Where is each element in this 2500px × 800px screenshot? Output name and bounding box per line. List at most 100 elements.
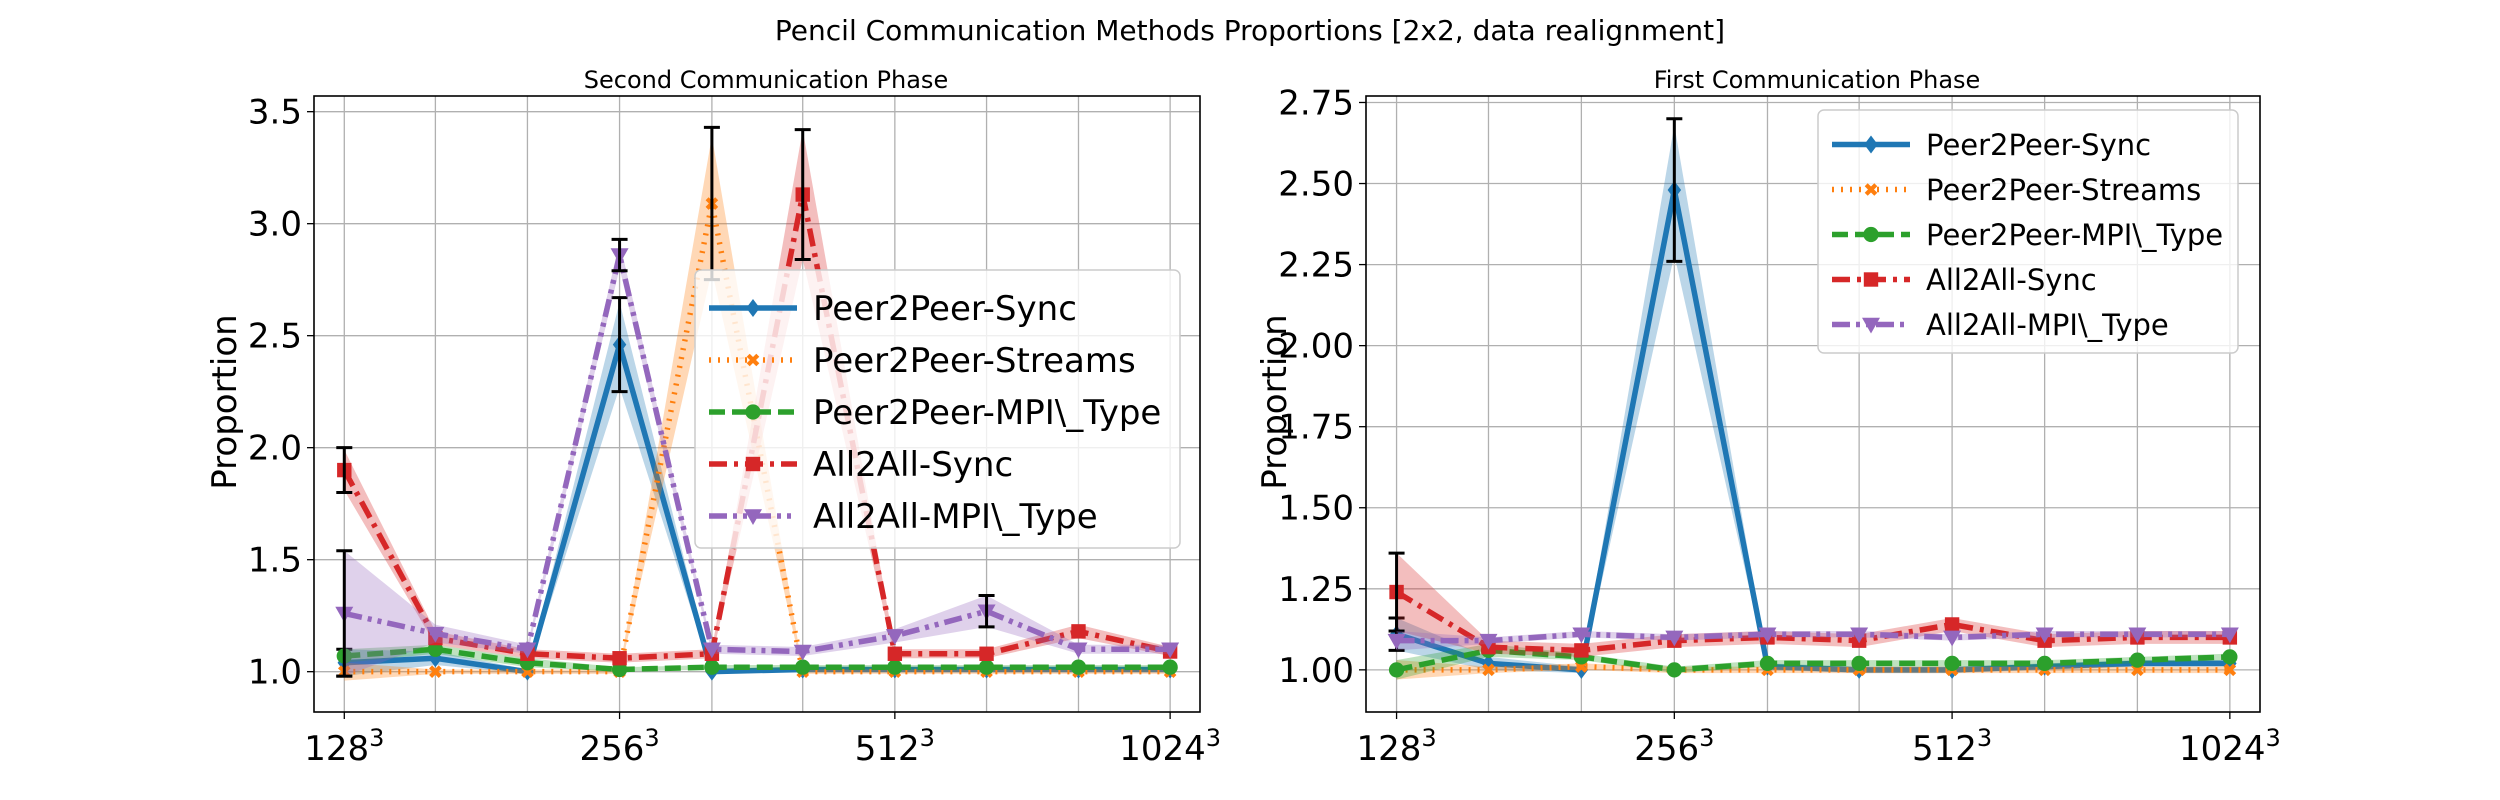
x-tick-label: 5123: [855, 724, 935, 769]
series-line: [1395, 647, 2230, 673]
legend-marker: [745, 404, 761, 420]
data-point: [795, 659, 811, 675]
legend-label: All2All-MPI\_Type: [1926, 308, 2169, 342]
chart-second-phase: Second Communication Phase Proportion 1.…: [205, 66, 1221, 769]
data-point: [427, 641, 444, 657]
chart-title: Second Communication Phase: [584, 66, 948, 94]
data-point: [1574, 643, 1589, 658]
series-line: [1395, 187, 2230, 673]
legend-label: Peer2Peer-MPI\_Type: [1926, 218, 2223, 252]
legend-marker: [746, 353, 760, 367]
data-point: [2220, 627, 2239, 644]
legend-box: [1817, 109, 2239, 354]
series-all2all-mpi-type: [1387, 627, 2239, 651]
data-point: [1069, 642, 1088, 659]
series-line: [1395, 589, 2230, 654]
data-point: [426, 626, 445, 643]
legend-label: Peer2Peer-Sync: [1926, 128, 2151, 162]
data-point: [1758, 627, 1777, 644]
data-point: [1071, 624, 1086, 639]
legend-item-all2all-sync: All2All-Sync: [1832, 263, 2097, 297]
figure-title: Pencil Communication Methods Proportions…: [775, 14, 1725, 47]
data-point: [2129, 652, 2146, 668]
legend-marker: [745, 456, 761, 472]
legend-item-peer2peer-mpi-type: Peer2Peer-MPI\_Type: [1832, 218, 2223, 252]
x-tick-exponent: 3: [1977, 724, 1992, 752]
y-axis-label: Proportion: [1255, 314, 1295, 489]
y-tick-label: 1.0: [248, 653, 302, 693]
data-point: [612, 651, 627, 666]
legend: Peer2Peer-Sync Peer2Peer-Streams Peer2Peer…: [1817, 109, 2239, 354]
data-point: [1944, 617, 1960, 632]
legend-box: [694, 269, 1181, 549]
data-point: [1479, 633, 1498, 650]
data-point: [885, 629, 904, 645]
chart-first-phase: First Communication Phase Proportion 1.0…: [1255, 66, 2281, 769]
data-point: [793, 644, 812, 661]
legend-label: Peer2Peer-MPI\_Type: [813, 393, 1161, 433]
series-line: [1396, 631, 2230, 644]
x-tick-label: 2563: [579, 724, 659, 769]
legend-label: All2All-MPI\_Type: [813, 497, 1098, 537]
y-tick-label: 2.50: [1278, 165, 1354, 205]
series-line: [344, 646, 1171, 673]
data-point: [2128, 627, 2147, 644]
legend-item-peer2peer-mpi-type: Peer2Peer-MPI\_Type: [709, 393, 1161, 433]
data-point: [704, 659, 720, 675]
data-point: [1572, 627, 1591, 644]
x-tick-exponent: 3: [644, 724, 659, 752]
legend-item-all2all-mpi-type: All2All-MPI\_Type: [1832, 308, 2169, 342]
y-tick-label: 1.00: [1278, 651, 1354, 691]
y-tick-label: 1.25: [1278, 570, 1354, 610]
legend-label: All2All-Sync: [1926, 263, 2097, 297]
legend-marker: [746, 299, 760, 317]
chart-title: First Communication Phase: [1654, 66, 1981, 94]
y-tick-label: 2.00: [1278, 327, 1354, 367]
data-point: [1388, 662, 1405, 678]
legend-label: All2All-Sync: [813, 445, 1013, 485]
data-point: [1944, 655, 1960, 672]
data-point: [1482, 663, 1495, 677]
data-point: [1666, 662, 1682, 678]
x-tick-exponent: 3: [1206, 724, 1221, 752]
y-tick-label: 3.5: [248, 93, 302, 133]
x-tick-label: 1283: [304, 724, 384, 769]
axes-frame: [313, 95, 1201, 713]
axes-frame: [1365, 95, 2261, 713]
data-point: [429, 665, 442, 678]
legend-item-peer2peer-sync: Peer2Peer-Sync: [709, 289, 1077, 329]
data-point: [979, 646, 994, 661]
legend-item-all2all-mpi-type: All2All-MPI\_Type: [709, 497, 1098, 537]
y-tick-label: 3.0: [248, 205, 302, 245]
data-point: [611, 661, 628, 678]
data-point: [2035, 627, 2054, 644]
data-point: [518, 642, 537, 659]
data-point: [1387, 633, 1406, 650]
legend-marker: [744, 509, 762, 525]
x-tick-exponent: 3: [369, 724, 384, 752]
data-point: [702, 642, 721, 659]
y-tick-label: 2.5: [248, 317, 302, 357]
y-tick-label: 1.5: [248, 541, 302, 581]
data-point: [2223, 663, 2237, 677]
confidence-band: [344, 241, 1171, 677]
data-point: [1759, 655, 1776, 672]
data-point: [1162, 659, 1178, 675]
x-tick-exponent: 3: [1699, 724, 1714, 752]
series-line: [343, 252, 1171, 655]
legend-marker: [1863, 226, 1879, 243]
y-tick-label: 2.25: [1278, 246, 1354, 286]
legend-marker: [1863, 272, 1879, 287]
x-tick-label: 5123: [1912, 724, 1992, 769]
legend-marker: [1864, 135, 1878, 154]
data-point: [1161, 642, 1180, 659]
data-point: [1943, 630, 1962, 647]
data-point: [2036, 655, 2053, 672]
y-tick-label: 2.75: [1278, 83, 1354, 123]
x-tick-label: 10243: [1119, 724, 1221, 769]
x-tick-label: 1283: [1356, 724, 1436, 769]
data-point: [978, 659, 995, 675]
legend-item-all2all-sync: All2All-Sync: [709, 445, 1013, 485]
legend-label: Peer2Peer-Sync: [813, 289, 1077, 329]
y-axis-label: Proportion: [205, 314, 245, 489]
